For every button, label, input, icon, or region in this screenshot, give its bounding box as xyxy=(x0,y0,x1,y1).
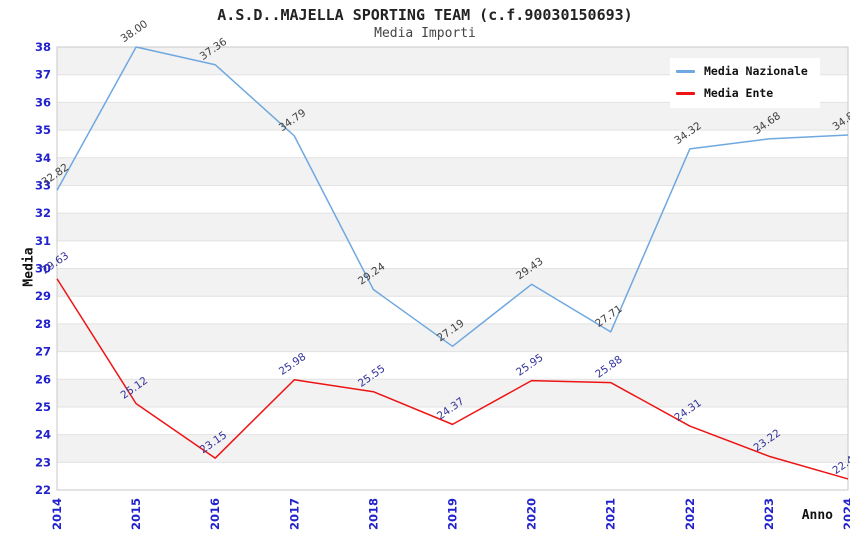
y-tick-label: 34 xyxy=(35,151,51,165)
x-axis-label: Anno xyxy=(801,508,833,523)
legend-label-nazionale: Media Nazionale xyxy=(704,64,808,78)
x-tick-label: 2015 xyxy=(129,498,143,530)
y-tick-label: 32 xyxy=(35,206,51,220)
data-label-nazionale: 38.00 xyxy=(119,18,151,45)
legend-item-media-ente: Media Ente xyxy=(676,86,808,100)
plot-band xyxy=(57,213,848,241)
y-tick-label: 28 xyxy=(35,317,51,331)
legend: Media Nazionale Media Ente xyxy=(670,58,820,108)
series-line-nazionale xyxy=(56,46,849,348)
x-tick-label: 2020 xyxy=(525,498,539,530)
y-tick-label: 30 xyxy=(35,262,51,276)
x-tick-label: 2022 xyxy=(683,498,697,530)
legend-label-ente: Media Ente xyxy=(704,86,774,100)
x-tick-label: 2019 xyxy=(446,498,460,530)
y-tick-label: 24 xyxy=(35,428,51,442)
y-tick-label: 23 xyxy=(35,455,51,469)
y-tick-label: 31 xyxy=(35,234,51,248)
y-tick-label: 33 xyxy=(35,178,51,192)
series-line-ente xyxy=(56,278,849,480)
plot-band xyxy=(57,379,848,407)
plot-frame xyxy=(56,46,849,491)
x-tick-label: 2018 xyxy=(366,498,380,530)
chart-title: A.S.D..MAJELLA SPORTING TEAM (c.f.900301… xyxy=(217,6,633,24)
plot-band xyxy=(57,157,848,186)
y-tick-label: 25 xyxy=(35,400,51,414)
legend-swatch-ente xyxy=(676,91,695,95)
y-tick-label: 26 xyxy=(35,372,51,386)
y-tick-label: 22 xyxy=(35,483,51,497)
x-tick-label: 2021 xyxy=(604,498,618,530)
legend-swatch-nazionale xyxy=(676,69,695,73)
y-tick-label: 38 xyxy=(35,40,51,54)
x-tick-label: 2024 xyxy=(841,498,850,530)
x-tick-label: 2014 xyxy=(50,498,64,530)
plot-band xyxy=(57,434,848,463)
y-tick-label: 35 xyxy=(35,123,51,137)
y-tick-label: 37 xyxy=(35,68,51,82)
y-tick-label: 27 xyxy=(35,345,51,359)
plot-band xyxy=(57,268,848,297)
data-label-ente: 25.98 xyxy=(277,351,309,378)
legend-item-media-nazionale: Media Nazionale xyxy=(676,64,808,78)
x-tick-label: 2023 xyxy=(762,498,776,530)
chart-subtitle: Media Importi xyxy=(374,26,476,41)
x-tick-label: 2017 xyxy=(287,498,301,530)
data-label-ente: 25.88 xyxy=(593,354,625,381)
data-label-ente: 25.95 xyxy=(514,352,546,379)
y-tick-label: 36 xyxy=(35,95,51,109)
x-tick-label: 2016 xyxy=(208,498,222,530)
y-tick-label: 29 xyxy=(35,289,51,303)
